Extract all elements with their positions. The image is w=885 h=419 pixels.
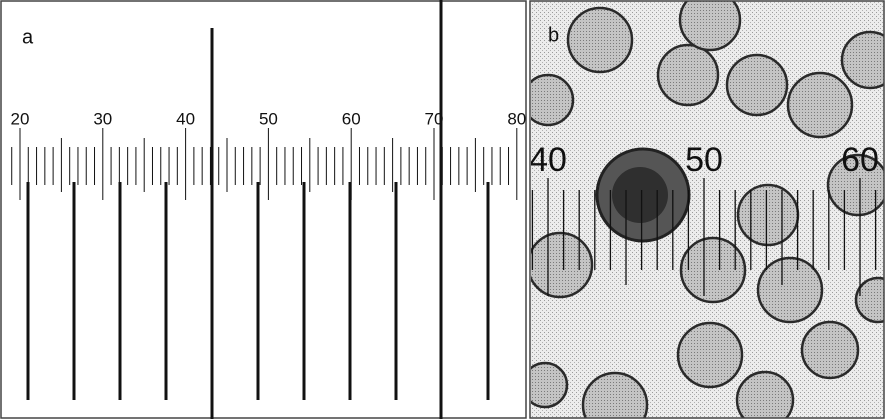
- scale-label: 50: [259, 109, 278, 128]
- scale-label: 80: [507, 109, 526, 128]
- scale-label: 30: [93, 109, 112, 128]
- scale-label: 40: [176, 109, 195, 128]
- panel-frame: [1, 1, 526, 418]
- panel-label: b: [548, 24, 559, 46]
- panel-label: a: [22, 26, 34, 48]
- nucleus: [612, 167, 668, 223]
- panel-b: 40 50 60: [523, 0, 885, 419]
- scale-label: 20: [11, 109, 30, 128]
- figure: a 20304050607080 405060 b: [0, 0, 885, 419]
- scale-label: 60: [841, 141, 879, 179]
- scale-label: 50: [685, 141, 723, 179]
- scale-label: 40: [529, 141, 567, 179]
- scale-label: 60: [342, 109, 361, 128]
